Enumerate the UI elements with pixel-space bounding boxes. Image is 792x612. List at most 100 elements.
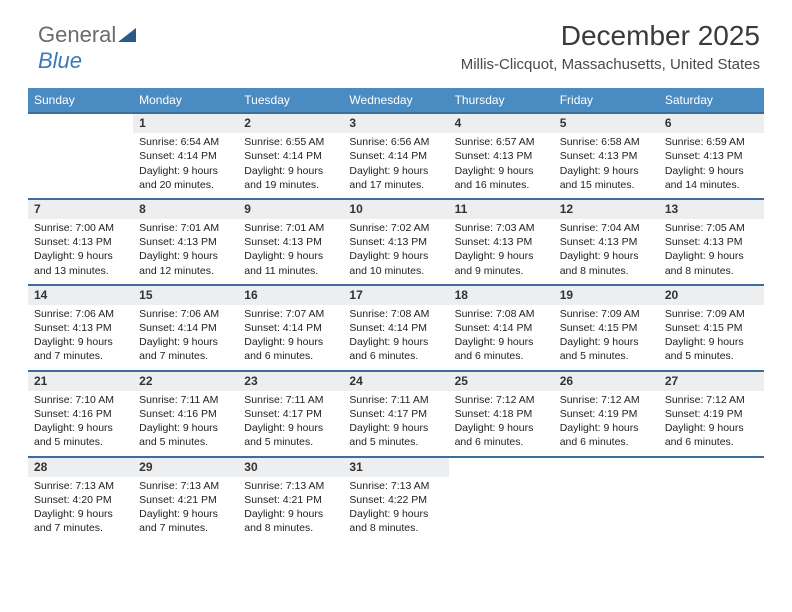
day-of-week-header: Sunday xyxy=(28,88,133,113)
day-number-row: 78910111213 xyxy=(28,199,764,219)
sunrise-text: Sunrise: 7:11 AM xyxy=(139,393,232,407)
daylight-text: Daylight: 9 hours and 7 minutes. xyxy=(139,335,232,363)
day-number-cell: 24 xyxy=(343,371,448,391)
day-content-cell: Sunrise: 6:59 AMSunset: 4:13 PMDaylight:… xyxy=(659,133,764,199)
sunset-text: Sunset: 4:13 PM xyxy=(455,235,548,249)
daylight-text: Daylight: 9 hours and 8 minutes. xyxy=(349,507,442,535)
day-content-row: Sunrise: 6:54 AMSunset: 4:14 PMDaylight:… xyxy=(28,133,764,199)
day-of-week-header-row: SundayMondayTuesdayWednesdayThursdayFrid… xyxy=(28,88,764,113)
day-number-cell: 5 xyxy=(554,113,659,133)
day-content-cell: Sunrise: 7:13 AMSunset: 4:21 PMDaylight:… xyxy=(133,477,238,542)
sunrise-text: Sunrise: 6:57 AM xyxy=(455,135,548,149)
day-number-cell: 6 xyxy=(659,113,764,133)
sunrise-text: Sunrise: 7:00 AM xyxy=(34,221,127,235)
sunrise-text: Sunrise: 7:11 AM xyxy=(244,393,337,407)
sunrise-text: Sunrise: 7:09 AM xyxy=(665,307,758,321)
daylight-text: Daylight: 9 hours and 20 minutes. xyxy=(139,164,232,192)
day-content-cell xyxy=(659,477,764,542)
daylight-text: Daylight: 9 hours and 5 minutes. xyxy=(349,421,442,449)
day-number-cell xyxy=(659,457,764,477)
sunrise-text: Sunrise: 7:13 AM xyxy=(34,479,127,493)
day-of-week-header: Monday xyxy=(133,88,238,113)
daylight-text: Daylight: 9 hours and 12 minutes. xyxy=(139,249,232,277)
sunrise-text: Sunrise: 6:54 AM xyxy=(139,135,232,149)
day-content-cell: Sunrise: 7:06 AMSunset: 4:13 PMDaylight:… xyxy=(28,305,133,371)
sunrise-text: Sunrise: 7:06 AM xyxy=(34,307,127,321)
sunset-text: Sunset: 4:16 PM xyxy=(139,407,232,421)
sunset-text: Sunset: 4:14 PM xyxy=(139,149,232,163)
day-content-cell: Sunrise: 7:01 AMSunset: 4:13 PMDaylight:… xyxy=(238,219,343,285)
sunrise-text: Sunrise: 6:56 AM xyxy=(349,135,442,149)
daylight-text: Daylight: 9 hours and 13 minutes. xyxy=(34,249,127,277)
day-content-row: Sunrise: 7:06 AMSunset: 4:13 PMDaylight:… xyxy=(28,305,764,371)
sunset-text: Sunset: 4:13 PM xyxy=(139,235,232,249)
day-content-cell: Sunrise: 6:56 AMSunset: 4:14 PMDaylight:… xyxy=(343,133,448,199)
sunset-text: Sunset: 4:14 PM xyxy=(139,321,232,335)
sunset-text: Sunset: 4:14 PM xyxy=(244,149,337,163)
daylight-text: Daylight: 9 hours and 5 minutes. xyxy=(244,421,337,449)
sunset-text: Sunset: 4:21 PM xyxy=(139,493,232,507)
sunset-text: Sunset: 4:13 PM xyxy=(349,235,442,249)
sunrise-text: Sunrise: 7:07 AM xyxy=(244,307,337,321)
sunrise-text: Sunrise: 7:13 AM xyxy=(349,479,442,493)
day-of-week-header: Wednesday xyxy=(343,88,448,113)
day-content-cell: Sunrise: 7:08 AMSunset: 4:14 PMDaylight:… xyxy=(449,305,554,371)
day-content-cell: Sunrise: 6:58 AMSunset: 4:13 PMDaylight:… xyxy=(554,133,659,199)
day-number-cell: 26 xyxy=(554,371,659,391)
sunset-text: Sunset: 4:14 PM xyxy=(349,149,442,163)
day-number-row: 21222324252627 xyxy=(28,371,764,391)
sunset-text: Sunset: 4:13 PM xyxy=(665,149,758,163)
day-number-cell: 18 xyxy=(449,285,554,305)
daylight-text: Daylight: 9 hours and 6 minutes. xyxy=(455,421,548,449)
daylight-text: Daylight: 9 hours and 6 minutes. xyxy=(665,421,758,449)
sunrise-text: Sunrise: 7:03 AM xyxy=(455,221,548,235)
day-number-cell: 9 xyxy=(238,199,343,219)
daylight-text: Daylight: 9 hours and 7 minutes. xyxy=(34,335,127,363)
daylight-text: Daylight: 9 hours and 7 minutes. xyxy=(139,507,232,535)
day-number-cell: 28 xyxy=(28,457,133,477)
day-number-cell: 27 xyxy=(659,371,764,391)
sunrise-text: Sunrise: 7:11 AM xyxy=(349,393,442,407)
day-content-cell: Sunrise: 6:57 AMSunset: 4:13 PMDaylight:… xyxy=(449,133,554,199)
daylight-text: Daylight: 9 hours and 5 minutes. xyxy=(560,335,653,363)
sunset-text: Sunset: 4:13 PM xyxy=(665,235,758,249)
sunrise-text: Sunrise: 6:55 AM xyxy=(244,135,337,149)
day-number-cell: 4 xyxy=(449,113,554,133)
day-content-cell xyxy=(449,477,554,542)
daylight-text: Daylight: 9 hours and 6 minutes. xyxy=(560,421,653,449)
sunrise-text: Sunrise: 6:59 AM xyxy=(665,135,758,149)
daylight-text: Daylight: 9 hours and 6 minutes. xyxy=(349,335,442,363)
day-content-cell: Sunrise: 7:11 AMSunset: 4:16 PMDaylight:… xyxy=(133,391,238,457)
day-number-cell: 11 xyxy=(449,199,554,219)
sunset-text: Sunset: 4:13 PM xyxy=(244,235,337,249)
day-content-cell: Sunrise: 7:00 AMSunset: 4:13 PMDaylight:… xyxy=(28,219,133,285)
sunset-text: Sunset: 4:16 PM xyxy=(34,407,127,421)
day-of-week-header: Tuesday xyxy=(238,88,343,113)
sunrise-text: Sunrise: 7:12 AM xyxy=(560,393,653,407)
day-number-cell: 14 xyxy=(28,285,133,305)
day-number-cell: 12 xyxy=(554,199,659,219)
daylight-text: Daylight: 9 hours and 5 minutes. xyxy=(665,335,758,363)
daylight-text: Daylight: 9 hours and 5 minutes. xyxy=(139,421,232,449)
day-of-week-header: Saturday xyxy=(659,88,764,113)
day-number-row: 123456 xyxy=(28,113,764,133)
page-title: December 2025 xyxy=(461,20,760,52)
sunrise-text: Sunrise: 7:13 AM xyxy=(244,479,337,493)
sunrise-text: Sunrise: 7:08 AM xyxy=(349,307,442,321)
day-number-cell: 20 xyxy=(659,285,764,305)
day-number-cell: 17 xyxy=(343,285,448,305)
sunset-text: Sunset: 4:19 PM xyxy=(560,407,653,421)
day-content-cell: Sunrise: 6:54 AMSunset: 4:14 PMDaylight:… xyxy=(133,133,238,199)
sunset-text: Sunset: 4:22 PM xyxy=(349,493,442,507)
daylight-text: Daylight: 9 hours and 8 minutes. xyxy=(665,249,758,277)
sunrise-text: Sunrise: 7:12 AM xyxy=(665,393,758,407)
day-number-cell xyxy=(554,457,659,477)
day-content-cell: Sunrise: 7:04 AMSunset: 4:13 PMDaylight:… xyxy=(554,219,659,285)
sunrise-text: Sunrise: 7:06 AM xyxy=(139,307,232,321)
brand-name-part1: General xyxy=(38,22,116,47)
day-number-cell: 2 xyxy=(238,113,343,133)
day-content-cell: Sunrise: 7:10 AMSunset: 4:16 PMDaylight:… xyxy=(28,391,133,457)
sunrise-text: Sunrise: 7:01 AM xyxy=(139,221,232,235)
sunset-text: Sunset: 4:19 PM xyxy=(665,407,758,421)
daylight-text: Daylight: 9 hours and 7 minutes. xyxy=(34,507,127,535)
